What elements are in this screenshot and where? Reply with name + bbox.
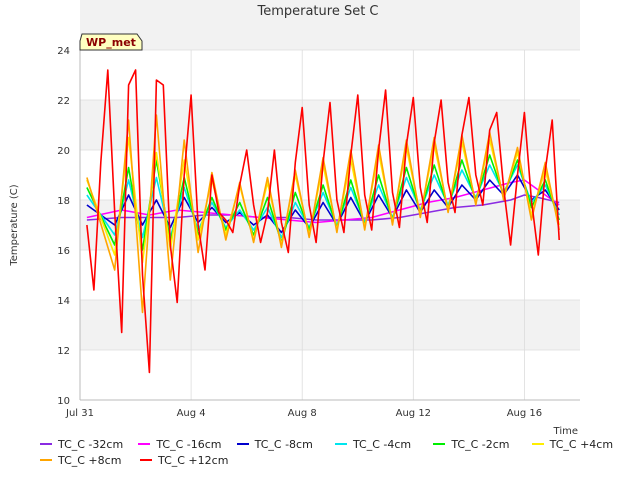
legend-row: TC_C +8cm TC_C +12cm: [40, 452, 630, 468]
axes: 10 12 14 16 18 20 22 24 Jul 31 Aug 4 Aug 8 Aug 12 Au…: [57, 46, 580, 419]
legend-swatch: [433, 443, 446, 445]
legend-label: TC_C +12cm: [158, 453, 229, 467]
x-tick-label: Aug 4: [177, 408, 206, 419]
x-axis-label: Time: [553, 426, 578, 437]
background-band: [80, 300, 580, 350]
legend-label: TC_C -2cm: [451, 437, 510, 451]
legend-swatch: [140, 459, 152, 461]
y-axis-label: Temperature (C): [9, 184, 20, 266]
legend-item: TC_C +12cm: [140, 454, 240, 467]
series-line-6: [86, 114, 560, 314]
legend-item: TC_C -16cm: [138, 438, 236, 451]
background-band: [80, 0, 580, 50]
legend-label: TC_C +8cm: [58, 453, 122, 467]
legend-item: TC_C -8cm: [236, 437, 335, 451]
annotation-badge: WP_met: [79, 33, 143, 51]
legend-swatch: [40, 443, 52, 445]
legend-item: TC_C +8cm: [40, 454, 140, 467]
legend-item: TC_C -32cm: [40, 438, 138, 451]
y-tick-label: 10: [57, 396, 70, 407]
y-tick-label: 14: [57, 296, 70, 307]
legend-label: TC_C +4cm: [549, 437, 614, 451]
x-tick-label: Jul 31: [65, 408, 94, 419]
x-tick-label: Aug 16: [507, 408, 542, 419]
x-tick-label: Aug 12: [396, 408, 431, 419]
legend-label: TC_C -8cm: [254, 437, 313, 451]
legend-swatch: [531, 443, 544, 445]
chart-title: Temperature Set C: [256, 4, 378, 19]
legend-label: TC_C -32cm: [58, 437, 124, 451]
legend-item: TC_C -4cm: [334, 437, 433, 451]
legend-label: TC_C -4cm: [352, 437, 412, 451]
legend: TC_C -32cm TC_C -16cm TC_C -8cm TC_C -4cm TC…: [40, 436, 630, 468]
legend-item: TC_C -2cm: [433, 438, 531, 451]
y-tick-label: 22: [57, 96, 70, 107]
legend-swatch: [334, 443, 347, 445]
y-tick-label: 24: [57, 46, 70, 57]
y-tick-label: 20: [57, 146, 70, 157]
x-tick-label: Aug 8: [288, 408, 317, 419]
series-line-7: [86, 69, 560, 374]
y-tick-label: 18: [57, 196, 70, 207]
legend-item: TC_C +4cm: [531, 437, 630, 451]
legend-swatch: [236, 443, 249, 445]
y-tick-label: 16: [57, 246, 70, 257]
legend-swatch: [138, 443, 151, 445]
annotation-text: WP_met: [86, 36, 136, 49]
legend-swatch: [40, 459, 52, 461]
y-tick-label: 12: [57, 346, 70, 357]
legend-label: TC_C -16cm: [156, 437, 222, 451]
legend-row: TC_C -32cm TC_C -16cm TC_C -8cm TC_C -4cm TC…: [40, 436, 630, 452]
grid: [79, 49, 580, 401]
series-lines: [86, 69, 560, 374]
